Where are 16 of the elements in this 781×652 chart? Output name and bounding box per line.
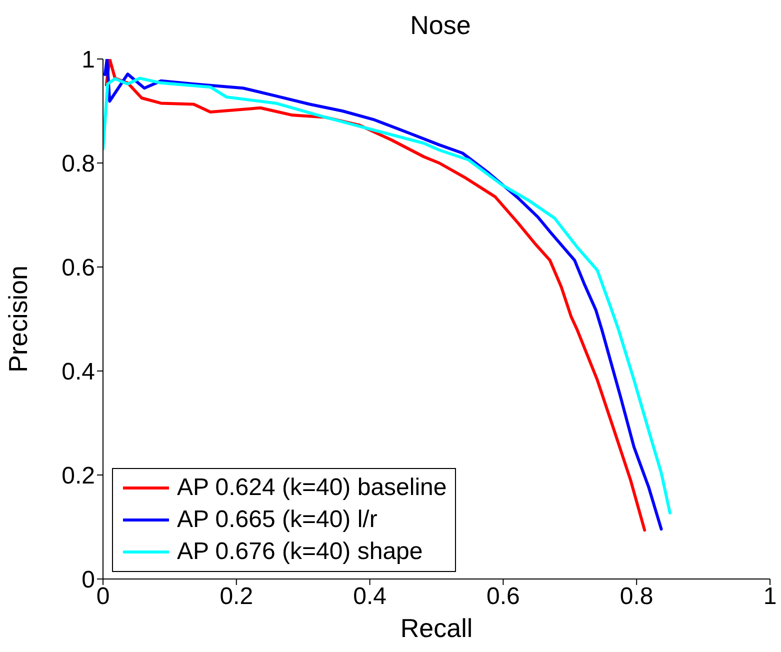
x-tick-label: 0.6	[486, 583, 520, 610]
chart-title: Nose	[409, 10, 472, 41]
x-tick-label: 0.8	[620, 583, 654, 610]
x-tick-label: 0.4	[353, 583, 386, 610]
y-tick-label: 0.8	[62, 150, 95, 178]
y-axis-title: Precision	[3, 266, 34, 372]
y-tick-label: 0.6	[62, 254, 95, 282]
y-tick-label: 1	[82, 46, 95, 74]
x-tick-label: 0.2	[220, 583, 254, 610]
x-tick-label: 1	[763, 583, 777, 610]
legend-label: AP 0.676 (k=40) shape	[177, 537, 423, 567]
y-tick-label: 0.4	[62, 358, 95, 386]
x-axis-title: Recall	[400, 613, 473, 643]
y-tick-label: 0.2	[62, 462, 95, 490]
legend-label: AP 0.665 (k=40) l/r	[177, 505, 378, 535]
legend-label: AP 0.624 (k=40) baseline	[177, 473, 447, 503]
